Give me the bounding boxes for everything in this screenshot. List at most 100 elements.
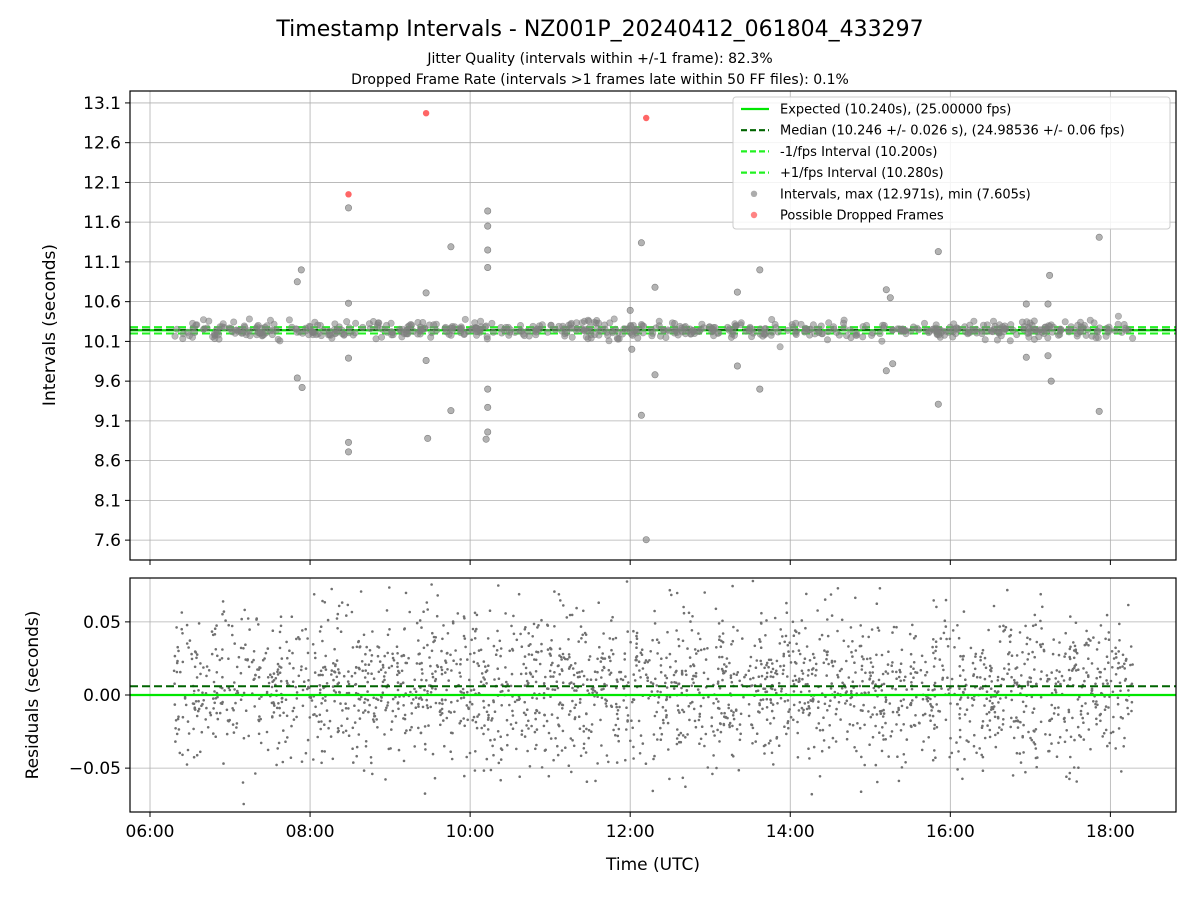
- residual-point: [617, 727, 621, 731]
- residual-point: [1087, 675, 1090, 679]
- residual-point: [529, 643, 532, 646]
- residual-point: [279, 679, 283, 683]
- residual-point: [396, 661, 399, 665]
- residual-point: [644, 673, 648, 676]
- residual-point: [670, 681, 673, 684]
- residual-point: [858, 726, 862, 730]
- interval-point: [349, 331, 357, 339]
- residual-point: [1078, 734, 1081, 737]
- residual-point: [547, 731, 551, 735]
- residual-point: [422, 610, 425, 613]
- residual-point: [984, 666, 988, 670]
- residual-point: [1027, 652, 1030, 656]
- residual-point: [1009, 628, 1013, 632]
- residual-point: [973, 733, 976, 737]
- residual-point: [180, 611, 184, 614]
- residual-point: [480, 672, 484, 675]
- residual-point: [1114, 646, 1117, 650]
- residual-point: [731, 724, 734, 728]
- residual-point: [796, 756, 800, 759]
- residual-point: [493, 710, 497, 713]
- residual-point: [183, 695, 187, 699]
- residual-point: [576, 671, 579, 675]
- residual-point: [948, 755, 951, 759]
- residual-point: [602, 687, 605, 691]
- residual-point: [948, 637, 952, 641]
- residual-point: [973, 667, 977, 671]
- residual-point: [1099, 719, 1102, 723]
- residual-point: [552, 675, 555, 678]
- residual-point: [339, 702, 342, 705]
- residual-point: [665, 686, 669, 689]
- residual-point: [704, 658, 708, 661]
- residual-point: [682, 710, 686, 714]
- residual-point: [350, 610, 354, 614]
- residual-point: [868, 671, 872, 674]
- residual-point: [208, 711, 212, 714]
- interval-point: [200, 316, 208, 324]
- residual-point: [279, 624, 283, 628]
- interval-outlier-point: [1046, 271, 1054, 279]
- residual-point: [770, 709, 774, 713]
- interval-outlier-point: [882, 286, 890, 294]
- residual-point: [950, 751, 954, 755]
- residual-point: [924, 673, 927, 677]
- interval-point: [1120, 320, 1128, 328]
- residual-point: [375, 718, 379, 721]
- residual-point: [446, 651, 449, 655]
- residual-point: [889, 734, 893, 738]
- residual-point: [690, 629, 694, 632]
- residual-point: [392, 659, 396, 662]
- residual-point: [241, 781, 245, 784]
- interval-point: [748, 325, 756, 333]
- residual-point: [734, 708, 738, 711]
- residual-point: [582, 674, 586, 678]
- residual-point: [213, 701, 216, 705]
- interval-outlier-point: [756, 266, 764, 274]
- residual-point: [1048, 733, 1052, 737]
- residual-point: [611, 615, 614, 619]
- residual-point: [232, 731, 236, 734]
- residual-point: [559, 599, 562, 602]
- residual-point: [780, 690, 783, 693]
- residual-point: [718, 707, 721, 710]
- residual-point: [765, 718, 769, 721]
- residual-point: [773, 616, 777, 620]
- residual-point: [688, 656, 692, 659]
- residual-point: [404, 661, 408, 665]
- residual-point: [324, 699, 327, 702]
- residual-point: [511, 727, 515, 730]
- residual-point: [797, 709, 801, 712]
- residual-point: [177, 649, 180, 653]
- residual-point: [791, 620, 795, 624]
- residual-point: [333, 699, 336, 703]
- residual-point: [304, 751, 308, 755]
- residual-point: [504, 666, 507, 669]
- residual-point: [820, 749, 824, 753]
- residual-point: [753, 644, 757, 648]
- residual-point: [964, 678, 967, 681]
- residual-point: [815, 726, 818, 730]
- residual-point: [223, 689, 226, 692]
- residual-point: [447, 679, 451, 682]
- interval-point: [761, 324, 769, 332]
- residual-point: [177, 715, 180, 718]
- residual-point: [342, 674, 346, 678]
- residual-point: [1126, 706, 1129, 710]
- residual-point: [259, 717, 263, 721]
- residual-point: [631, 698, 635, 701]
- residual-point: [370, 654, 374, 657]
- residual-point: [1115, 656, 1118, 659]
- residual-point: [344, 702, 347, 705]
- residual-point: [332, 689, 336, 692]
- residual-point: [840, 667, 843, 671]
- residual-point: [568, 682, 571, 685]
- residual-point: [235, 722, 239, 725]
- residual-point: [868, 678, 871, 681]
- residual-point: [1099, 671, 1102, 674]
- residual-point: [402, 654, 406, 657]
- residual-point: [760, 662, 763, 666]
- residual-point: [869, 657, 872, 660]
- residual-point: [686, 733, 689, 736]
- residual-point: [1057, 741, 1060, 745]
